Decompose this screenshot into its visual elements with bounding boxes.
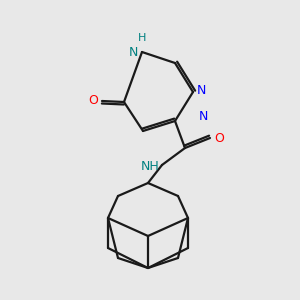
Text: N: N: [199, 110, 208, 124]
Text: N: N: [197, 85, 206, 98]
Text: O: O: [214, 131, 224, 145]
Text: H: H: [138, 33, 146, 43]
Text: NH: NH: [140, 160, 159, 172]
Text: O: O: [88, 94, 98, 107]
Text: N: N: [129, 46, 138, 59]
